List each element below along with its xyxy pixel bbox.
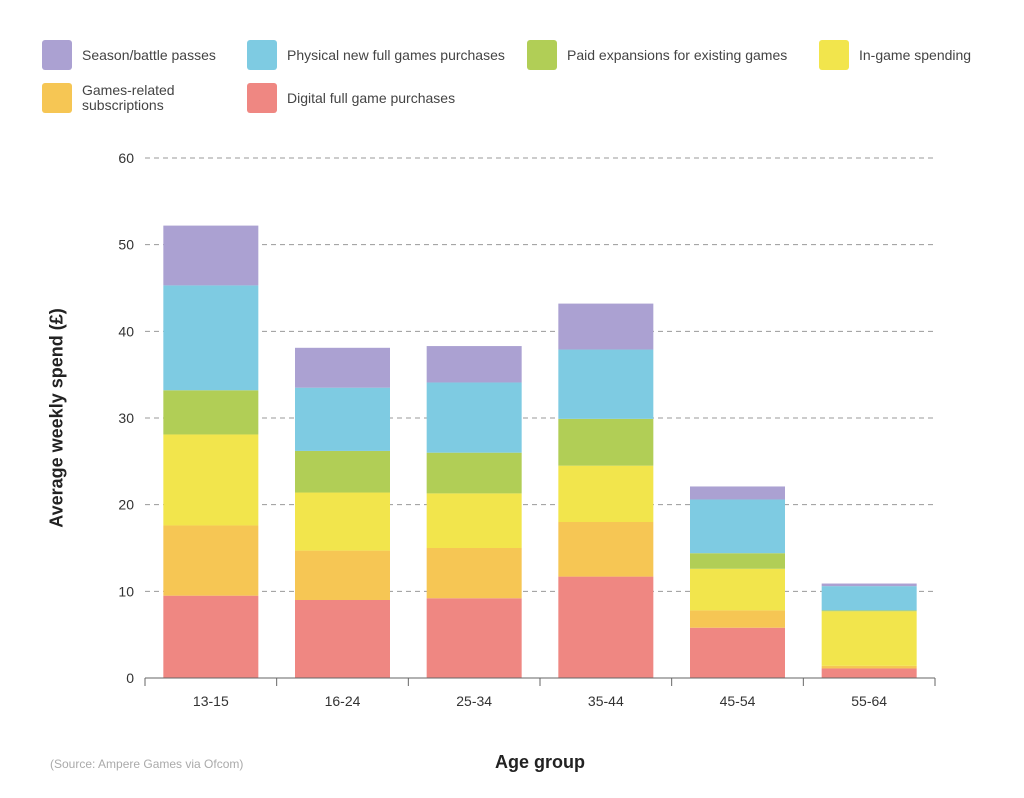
bar-segment — [163, 390, 259, 435]
legend-swatch — [247, 83, 277, 113]
legend-label: Physical new full games purchases — [287, 46, 505, 63]
bar-segment — [163, 595, 259, 678]
bar-segment — [690, 627, 785, 678]
legend-item: Physical new full games purchases — [247, 40, 517, 70]
y-tick-label: 60 — [118, 150, 134, 166]
legend-item: Paid expansions for existing games — [527, 40, 797, 70]
legend-item: Games-related subscriptions — [42, 83, 202, 113]
legend-label: Paid expansions for existing games — [567, 46, 788, 63]
bar-segment — [163, 434, 259, 526]
x-tick-label: 45-54 — [720, 693, 756, 709]
bar-segment — [426, 598, 522, 678]
bar-segment — [821, 610, 917, 612]
bar-segment — [690, 610, 785, 628]
y-tick-label: 30 — [118, 410, 134, 426]
legend-swatch — [247, 40, 277, 70]
bar-segment — [690, 499, 785, 554]
legend-item: In-game spending — [819, 40, 1024, 70]
bar-segment — [426, 548, 522, 599]
y-tick-label: 0 — [126, 670, 134, 686]
y-tick-label: 50 — [118, 237, 134, 253]
x-tick-label: 55-64 — [851, 693, 887, 709]
bar-segment — [426, 493, 522, 548]
bar-segment — [426, 346, 522, 383]
bar-segment — [163, 225, 259, 286]
y-tick-label: 10 — [118, 583, 134, 599]
x-tick-label: 35-44 — [588, 693, 624, 709]
x-axis-label: Age group — [495, 752, 585, 772]
legend-item: Season/battle passes — [42, 40, 312, 70]
legend: Season/battle passes Physical new full ga… — [42, 40, 1002, 120]
legend-item: Digital full game purchases — [247, 83, 517, 113]
legend-swatch — [42, 40, 72, 70]
bar-segment — [163, 525, 259, 596]
bar-segment — [821, 665, 917, 669]
bar-segment — [558, 522, 654, 577]
gridlines — [145, 157, 935, 592]
bar-segment — [295, 450, 390, 493]
bar-segment — [558, 349, 654, 419]
x-tick-label: 13-15 — [193, 693, 229, 709]
y-tick-label: 40 — [118, 323, 134, 339]
bar-segment — [821, 611, 917, 666]
legend-label: Games-related subscriptions — [82, 82, 175, 113]
bar-segment — [558, 303, 654, 350]
bar-segment — [295, 347, 390, 388]
bar-segment — [690, 568, 785, 611]
bar-segment — [295, 492, 390, 551]
y-tick-label: 20 — [118, 497, 134, 513]
bar-segment — [690, 486, 785, 500]
legend-label: Digital full game purchases — [287, 89, 456, 106]
x-tick-label: 16-24 — [325, 693, 361, 709]
legend-swatch — [527, 40, 557, 70]
bar-segment — [295, 387, 390, 451]
bar-segment — [821, 586, 917, 611]
x-tick-label: 25-34 — [456, 693, 492, 709]
legend-swatch — [819, 40, 849, 70]
y-axis-label: Average weekly spend (£) — [46, 308, 67, 528]
legend-swatch — [42, 83, 72, 113]
legend-label: In-game spending — [859, 46, 972, 63]
bar-segment — [426, 452, 522, 494]
bar-segment — [295, 550, 390, 600]
bar-segment — [426, 382, 522, 453]
bar-segment — [163, 285, 259, 391]
source-note: (Source: Ampere Games via Ofcom) — [50, 757, 244, 771]
bar-segment — [295, 600, 390, 678]
bar-segment — [690, 553, 785, 569]
bar-segment — [558, 576, 654, 678]
legend-label: Season/battle passes — [82, 46, 216, 63]
bars — [163, 225, 917, 678]
bar-segment — [821, 583, 917, 587]
bar-segment — [821, 668, 917, 678]
bar-segment — [558, 418, 654, 466]
bar-segment — [558, 465, 654, 522]
axes: 0 10 20 30 40 50 60 13-15 16-24 25-34 35-44 45-54 55… — [118, 150, 936, 709]
